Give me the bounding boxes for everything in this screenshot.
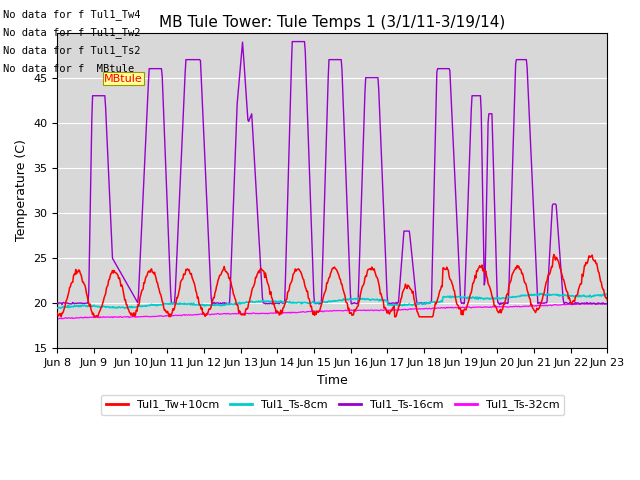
Text: No data for f  MBtule: No data for f MBtule [3, 63, 134, 73]
X-axis label: Time: Time [317, 373, 348, 387]
Text: No data for f Tul1_Tw4: No data for f Tul1_Tw4 [3, 9, 141, 20]
Text: No data for f Tul1_Tw2: No data for f Tul1_Tw2 [3, 27, 141, 38]
Text: MBtule: MBtule [104, 73, 143, 84]
Legend: Tul1_Tw+10cm, Tul1_Ts-8cm, Tul1_Ts-16cm, Tul1_Ts-32cm: Tul1_Tw+10cm, Tul1_Ts-8cm, Tul1_Ts-16cm,… [101, 395, 564, 415]
Text: No data for f Tul1_Ts2: No data for f Tul1_Ts2 [3, 45, 141, 56]
Title: MB Tule Tower: Tule Temps 1 (3/1/11-3/19/14): MB Tule Tower: Tule Temps 1 (3/1/11-3/19… [159, 15, 506, 30]
Y-axis label: Temperature (C): Temperature (C) [15, 140, 28, 241]
